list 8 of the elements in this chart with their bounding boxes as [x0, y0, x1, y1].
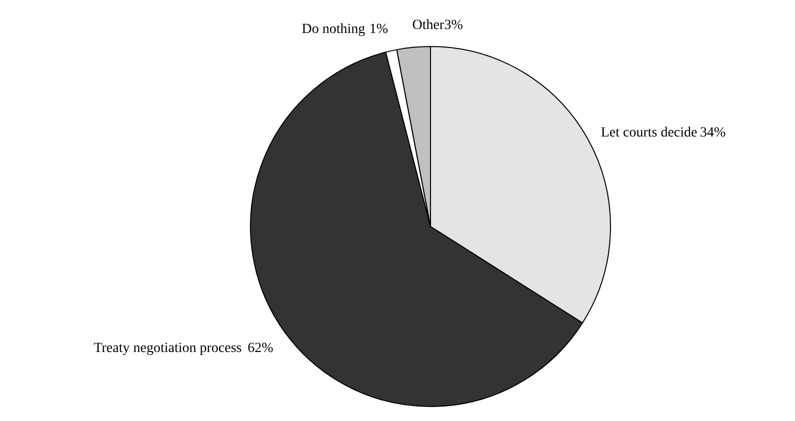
slice-label: Treaty negotiation process — [94, 340, 242, 356]
slice-label: Let courts decide — [600, 125, 698, 140]
data-label: 1% — [369, 22, 388, 37]
data-label: 34% — [700, 125, 726, 140]
slice-label: Other — [412, 18, 444, 33]
data-label: 62% — [248, 340, 274, 356]
slice-label: Do nothing — [302, 22, 366, 37]
data-label: 3% — [444, 18, 464, 33]
